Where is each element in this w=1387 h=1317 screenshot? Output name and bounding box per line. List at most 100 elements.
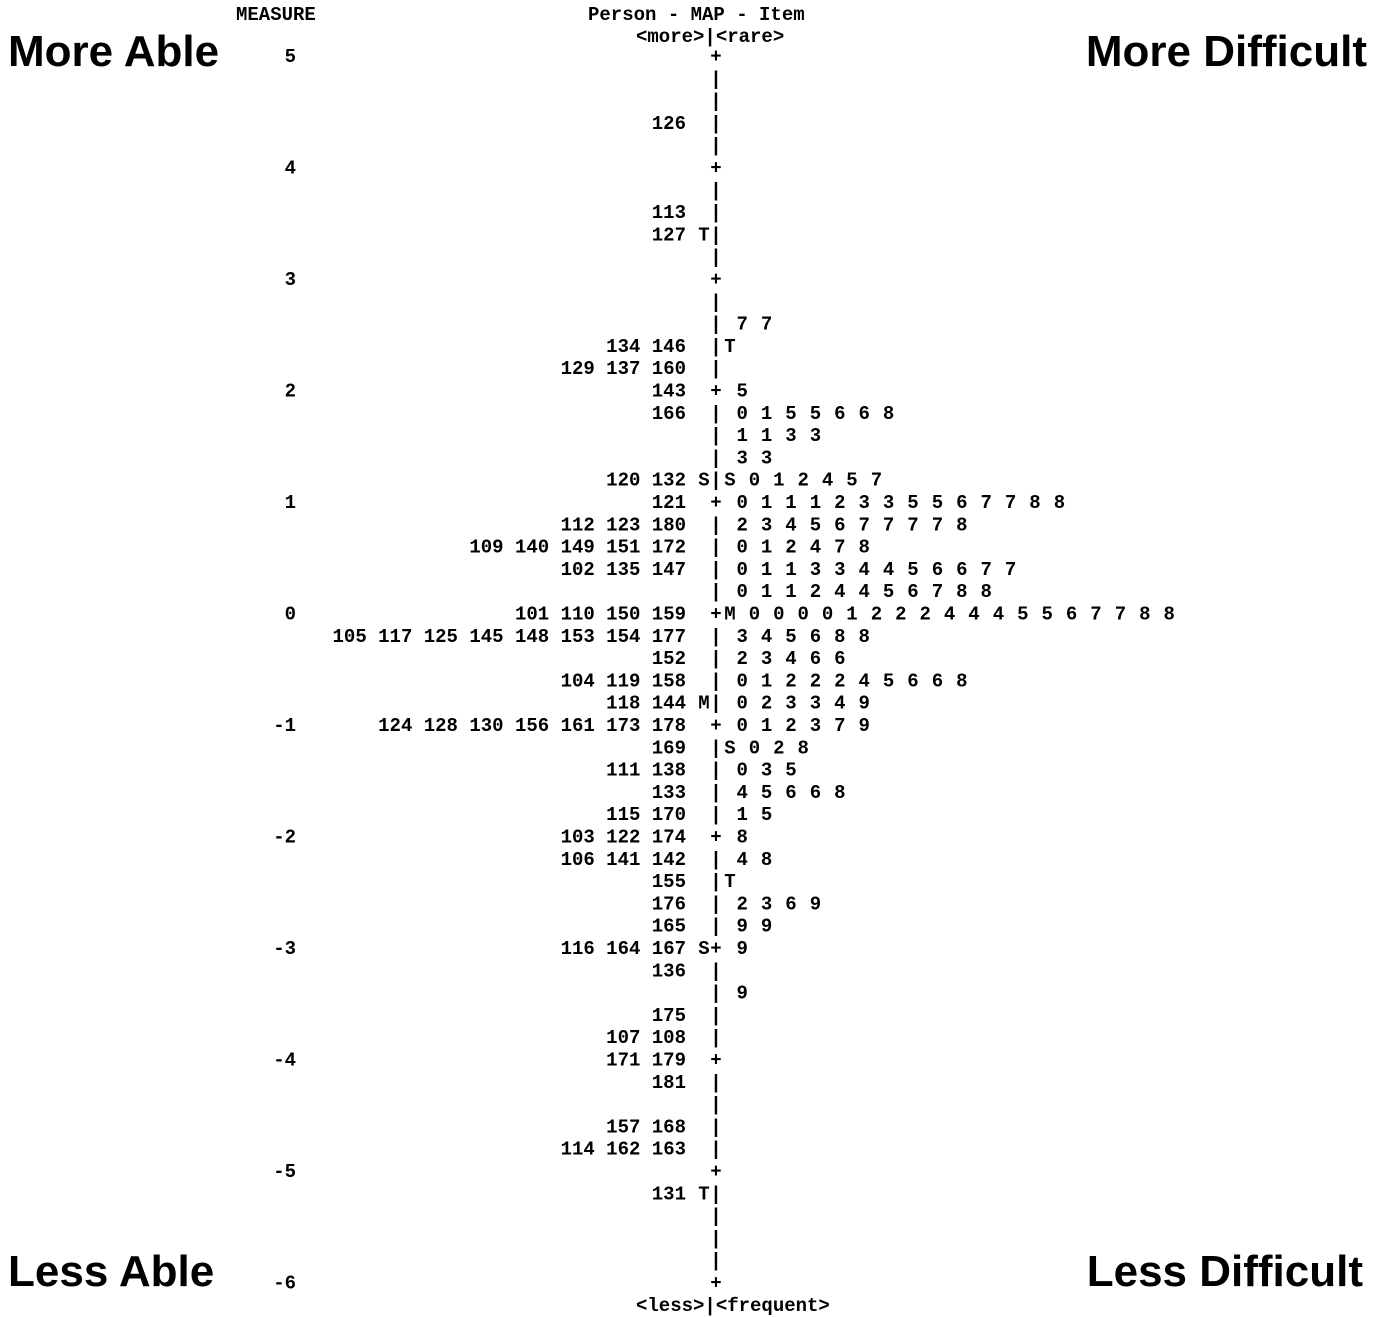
- item-mark-21-3: 3: [761, 514, 772, 536]
- axis-separator-16: |: [710, 403, 721, 425]
- axis-separator-27: |: [710, 648, 721, 670]
- person-row-20: 121: [652, 492, 686, 514]
- item-mark-19-6: 2: [797, 470, 808, 492]
- item-mark-39-1: 9: [736, 916, 747, 938]
- person-row-36: 106 141 142: [561, 849, 686, 871]
- item-mark-21-7: 5: [810, 514, 821, 536]
- measure-tick-8: -3: [273, 938, 296, 960]
- item-mark-25-10: 1: [846, 604, 857, 626]
- item-mark-25-14: 2: [895, 604, 906, 626]
- less-able-label: Less Able: [8, 1247, 215, 1296]
- item-mark-23-21: 7: [980, 559, 991, 581]
- item-mark-27-7: 6: [810, 648, 821, 670]
- person-row-43: 175: [652, 1005, 686, 1027]
- axis-separator-26: |: [710, 626, 721, 648]
- axis-separator-7: |: [710, 202, 721, 224]
- measure-tick-0: 5: [285, 46, 296, 68]
- axis-separator-53: |: [710, 1228, 721, 1250]
- item-mark-18-1: 3: [736, 447, 747, 469]
- item-mark-19-10: 5: [846, 470, 857, 492]
- axis-separator-11: |: [710, 291, 721, 313]
- measure-tick-3: 2: [285, 381, 296, 403]
- item-mark-28-19: 8: [956, 670, 967, 692]
- person-row-45: 171 179: [606, 1050, 686, 1072]
- person-row-22: 109 140 149 151 172: [469, 537, 686, 559]
- item-mark-12-3: 7: [761, 314, 772, 336]
- axis-separator-35: +: [710, 827, 721, 849]
- person-row-3: 126: [652, 113, 686, 135]
- item-mark-25-32: 7: [1115, 604, 1126, 626]
- measure-tick-9: -4: [273, 1050, 296, 1072]
- item-mark-24-3: 1: [761, 581, 772, 603]
- axis-separator-9: |: [710, 247, 721, 269]
- person-row-7: 113: [652, 202, 686, 224]
- axis-separator-45: +: [710, 1050, 721, 1072]
- item-mark-20-19: 6: [956, 492, 967, 514]
- item-mark-25-0: M: [724, 604, 735, 626]
- person-row-30: 124 128 130 156 161 173 178: [378, 715, 686, 737]
- axis-separator-1: |: [710, 68, 721, 90]
- item-mark-25-6: 0: [797, 604, 808, 626]
- measure-tick-7: -2: [273, 827, 296, 849]
- axis-separator-14: |: [710, 358, 721, 380]
- item-mark-19-4: 1: [773, 470, 784, 492]
- item-mark-20-13: 3: [883, 492, 894, 514]
- axis-separator-30: +: [710, 715, 721, 737]
- axis-separator-39: |: [710, 916, 721, 938]
- item-mark-23-13: 4: [883, 559, 894, 581]
- item-mark-16-3: 1: [761, 403, 772, 425]
- item-mark-34-1: 1: [736, 804, 747, 826]
- person-marker-51: T: [698, 1183, 709, 1205]
- item-mark-23-11: 4: [858, 559, 869, 581]
- item-mark-28-17: 6: [932, 670, 943, 692]
- item-mark-21-9: 6: [834, 514, 845, 536]
- item-mark-25-18: 4: [944, 604, 955, 626]
- item-mark-23-9: 3: [834, 559, 845, 581]
- item-mark-26-9: 8: [834, 626, 845, 648]
- chart-title: Person - MAP - Item: [588, 4, 805, 26]
- item-mark-29-9: 4: [834, 693, 845, 715]
- item-mark-28-13: 5: [883, 670, 894, 692]
- item-mark-24-7: 2: [810, 581, 821, 603]
- person-row-29: 118 144: [606, 693, 686, 715]
- bottom-scale-label: <less>|<frequent>: [636, 1295, 830, 1317]
- item-mark-12-1: 7: [736, 314, 747, 336]
- item-mark-20-21: 7: [980, 492, 991, 514]
- person-marker-8: T: [698, 224, 709, 246]
- measure-tick-10: -5: [273, 1161, 296, 1183]
- item-mark-32-5: 5: [785, 760, 796, 782]
- item-mark-32-3: 3: [761, 760, 772, 782]
- item-mark-33-3: 5: [761, 782, 772, 804]
- item-mark-23-17: 6: [932, 559, 943, 581]
- item-mark-19-12: 7: [871, 470, 882, 492]
- item-mark-22-1: 0: [736, 537, 747, 559]
- item-mark-16-9: 6: [834, 403, 845, 425]
- item-mark-15-1: 5: [736, 381, 747, 403]
- item-mark-20-17: 5: [932, 492, 943, 514]
- person-row-37: 155: [652, 871, 686, 893]
- item-mark-24-19: 8: [956, 581, 967, 603]
- item-mark-40-1: 9: [736, 938, 747, 960]
- item-mark-16-1: 0: [736, 403, 747, 425]
- item-mark-24-1: 0: [736, 581, 747, 603]
- person-row-35: 103 122 174: [561, 827, 686, 849]
- person-row-15: 143: [652, 381, 686, 403]
- item-mark-42-1: 9: [736, 983, 747, 1005]
- axis-separator-6: |: [710, 180, 721, 202]
- axis-separator-22: |: [710, 537, 721, 559]
- item-mark-21-13: 7: [883, 514, 894, 536]
- axis-separator-19: |: [710, 470, 721, 492]
- item-mark-17-5: 3: [785, 425, 796, 447]
- item-mark-19-2: 0: [749, 470, 760, 492]
- item-mark-21-1: 2: [736, 514, 747, 536]
- axis-separator-50: +: [710, 1161, 721, 1183]
- item-mark-20-15: 5: [907, 492, 918, 514]
- measure-tick-1: 4: [285, 158, 296, 180]
- item-mark-23-15: 5: [907, 559, 918, 581]
- top-scale-label: <more>|<rare>: [636, 26, 785, 48]
- axis-separator-54: |: [710, 1250, 721, 1272]
- person-row-13: 134 146: [606, 336, 686, 358]
- person-row-38: 176: [652, 893, 686, 915]
- item-mark-38-3: 3: [761, 893, 772, 915]
- item-mark-30-5: 2: [785, 715, 796, 737]
